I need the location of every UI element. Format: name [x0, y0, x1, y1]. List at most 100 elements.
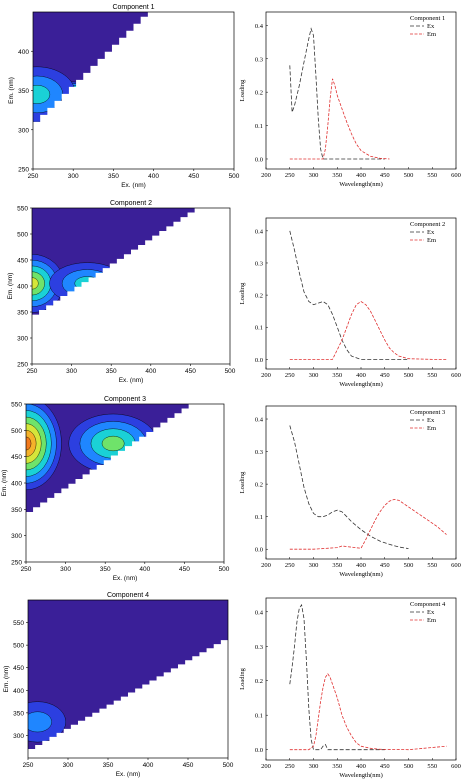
- x-tick-label: 300: [63, 762, 74, 769]
- x-tick-label: 400: [356, 763, 366, 770]
- y-tick-label: 0.3: [255, 260, 263, 267]
- y-tick-label: 0.1: [255, 713, 263, 720]
- series-line-em: [289, 78, 390, 160]
- eem-title: Component 2: [110, 200, 152, 207]
- eem-title: Component 3: [104, 396, 146, 403]
- loading-plot-3: 200 250 300 350 400 450 500 550 600 0.0 0.1 0.2 0.3 0…: [239, 405, 461, 578]
- x-tick-label: 350: [332, 372, 342, 379]
- x-axis-label: Ex. (nm): [116, 771, 141, 778]
- x-tick-label: 450: [380, 763, 390, 770]
- loading-frame: [265, 597, 457, 761]
- legend-title: Component 3: [410, 409, 445, 416]
- legend-entry: Ex: [427, 23, 435, 30]
- x-tick-label: 450: [185, 368, 196, 375]
- x-axis-label: Wavelength(nm): [339, 571, 383, 578]
- y-tick-label: 550: [13, 620, 24, 627]
- y-tick-label: 0.2: [255, 482, 263, 489]
- x-tick-label: 350: [103, 762, 114, 769]
- x-axis-label: Wavelength(nm): [339, 181, 383, 188]
- x-tick-label: 300: [60, 566, 71, 573]
- x-tick-label: 500: [404, 172, 414, 179]
- rayleigh-mask: [33, 12, 234, 169]
- x-tick-label: 350: [332, 562, 342, 569]
- rayleigh-mask: [32, 208, 230, 364]
- y-tick-label: 300: [18, 127, 29, 134]
- x-tick-label: 350: [108, 173, 119, 180]
- y-tick-label: 0.0: [255, 156, 263, 163]
- x-tick-label: 350: [332, 763, 342, 770]
- x-axis-label: Ex. (nm): [113, 575, 138, 582]
- contour-level-2-3: [33, 85, 51, 104]
- legend-entry: Ex: [427, 609, 435, 616]
- x-tick-label: 350: [100, 566, 111, 573]
- y-tick-label: 400: [18, 49, 29, 56]
- x-tick-label: 600: [451, 372, 461, 379]
- loading-plot-1: 200 250 300 350 400 450 500 550 600 0.0 0.1 0.2 0.3 0…: [239, 11, 461, 188]
- x-tick-label: 300: [66, 368, 77, 375]
- loading-frame: [265, 217, 457, 370]
- x-tick-label: 500: [404, 372, 414, 379]
- x-tick-label: 300: [309, 763, 319, 770]
- legend-entry: Em: [427, 425, 436, 432]
- x-tick-label: 400: [145, 368, 156, 375]
- legend-title: Component 4: [410, 601, 446, 608]
- y-axis-label: Em. (nm): [8, 77, 15, 104]
- x-tick-label: 400: [356, 372, 366, 379]
- x-tick-label: 200: [261, 763, 271, 770]
- y-tick-label: 0.1: [255, 514, 263, 521]
- y-tick-label: 400: [17, 284, 28, 291]
- y-tick-label: 450: [17, 258, 28, 265]
- y-tick-label: 350: [18, 88, 29, 95]
- legend-entry: Em: [427, 31, 436, 38]
- y-tick-label: 400: [13, 688, 24, 695]
- eem-title: Component 1: [112, 4, 154, 11]
- legend-entry: Ex: [427, 229, 435, 236]
- contour-level-2-2: [28, 711, 52, 733]
- x-tick-label: 200: [261, 372, 271, 379]
- x-tick-label: 450: [183, 762, 194, 769]
- y-tick-label: 300: [11, 533, 22, 540]
- x-tick-label: 500: [229, 173, 240, 180]
- x-tick-label: 600: [451, 763, 461, 770]
- y-tick-label: 500: [17, 232, 28, 239]
- y-axis-label: Loading: [239, 79, 246, 101]
- x-tick-label: 300: [309, 372, 319, 379]
- y-tick-label: 250: [17, 362, 28, 369]
- y-tick-label: 0.2: [255, 293, 263, 300]
- x-tick-label: 450: [380, 372, 390, 379]
- x-axis-label: Wavelength(nm): [339, 381, 383, 388]
- y-axis-label: Em. (nm): [1, 470, 8, 497]
- y-tick-label: 550: [11, 402, 22, 409]
- y-axis-label: Em. (nm): [3, 666, 10, 693]
- y-tick-label: 0.0: [255, 547, 263, 554]
- contour-level-1-5: [32, 277, 39, 290]
- y-axis-label: Em. (nm): [7, 273, 14, 300]
- x-tick-label: 400: [143, 762, 154, 769]
- y-tick-label: 0.0: [255, 747, 263, 754]
- legend-title: Component 1: [410, 15, 445, 22]
- x-tick-label: 550: [427, 372, 437, 379]
- loading-frame: [265, 405, 457, 560]
- x-tick-label: 200: [261, 172, 271, 179]
- legend-entry: Ex: [427, 417, 435, 424]
- y-tick-label: 350: [13, 710, 24, 717]
- contour-level-1-7: [26, 436, 32, 451]
- eem-plot-4: Component 4 250 300 350 400 450 500 300 350 400 45…: [3, 592, 234, 778]
- y-tick-label: 450: [11, 454, 22, 461]
- x-tick-label: 250: [28, 173, 39, 180]
- legend-entry: Em: [427, 237, 436, 244]
- y-tick-label: 250: [18, 167, 29, 174]
- x-tick-label: 500: [404, 763, 414, 770]
- y-tick-label: 0.3: [255, 644, 263, 651]
- series-line-em: [289, 673, 447, 751]
- eem-contours: [32, 208, 230, 364]
- eem-contours: [26, 404, 224, 562]
- x-tick-label: 450: [380, 172, 390, 179]
- series-line-ex: [289, 425, 409, 549]
- eem-contours: [28, 636, 228, 758]
- x-tick-label: 300: [68, 173, 79, 180]
- y-tick-label: 450: [13, 665, 24, 672]
- x-tick-label: 600: [451, 172, 461, 179]
- loading-plot-2: 200 250 300 350 400 450 500 550 600 0.0 0.1 0.2 0.3 0…: [239, 217, 461, 388]
